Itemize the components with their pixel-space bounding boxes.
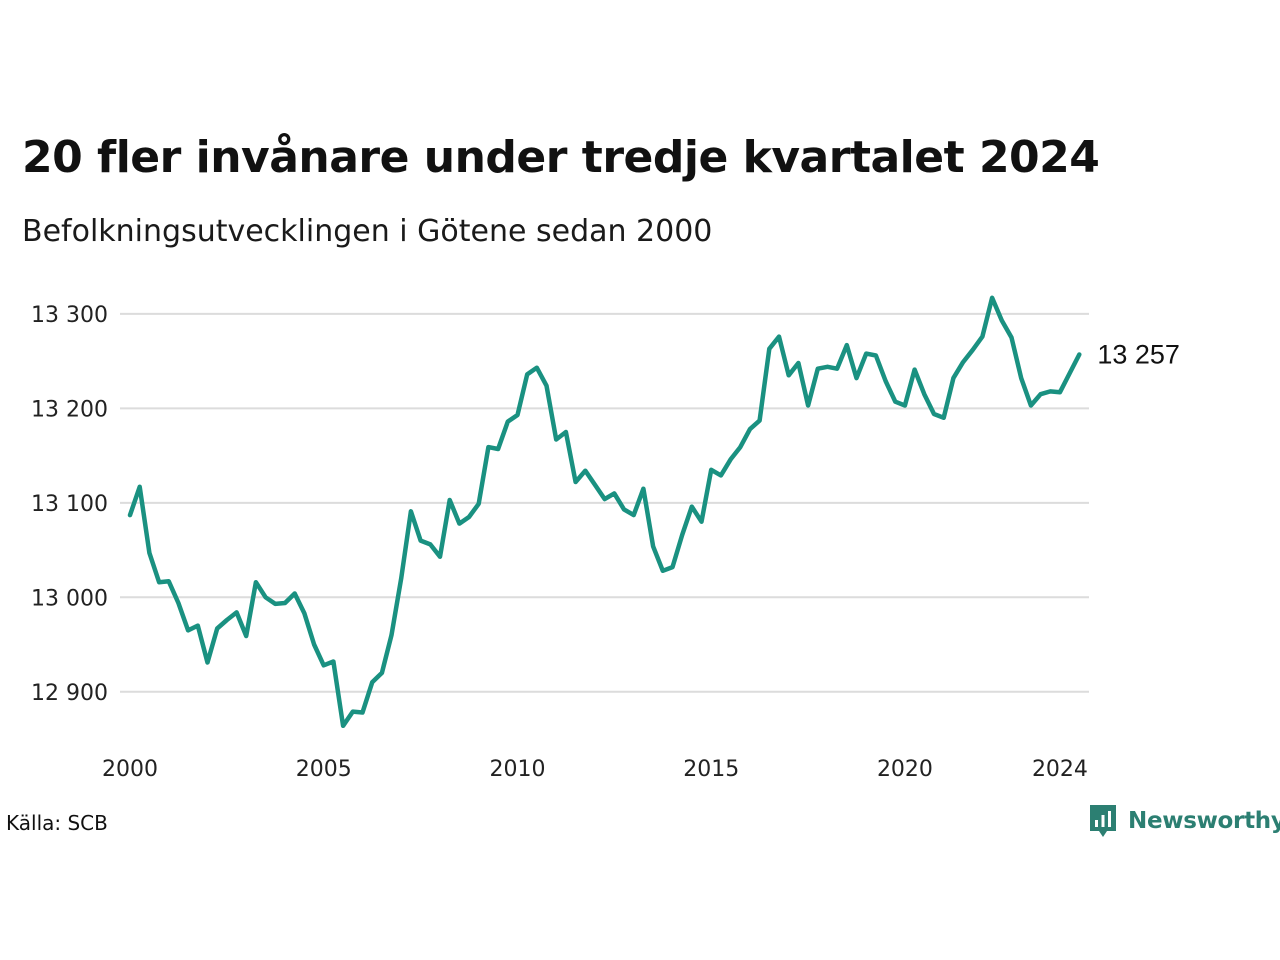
brand-name: Newsworthy	[1128, 808, 1280, 834]
y-tick-label: 13 100	[31, 492, 108, 517]
x-tick-label: 2015	[683, 757, 739, 782]
gridlines	[120, 312, 1089, 693]
x-tick-label: 2000	[102, 757, 158, 782]
y-tick-label: 13 200	[31, 397, 108, 422]
chart-title: 20 fler invånare under tredje kvartalet …	[22, 132, 1100, 183]
newsworthy-logo-icon	[1090, 805, 1116, 837]
series-line	[127, 295, 1082, 729]
x-tick-label: 2024	[1032, 757, 1088, 782]
x-tick-label: 2020	[877, 757, 933, 782]
y-tick-label: 13 300	[31, 303, 108, 328]
y-tick-label: 12 900	[31, 681, 108, 706]
chart-subtitle: Befolkningsutvecklingen i Götene sedan 2…	[22, 214, 713, 249]
y-axis-tick-labels: 12 900 13 000 13 100 13 200 13 300	[31, 303, 108, 706]
source-label: Källa: SCB	[6, 811, 108, 835]
x-tick-label: 2010	[489, 757, 545, 782]
x-tick-label: 2005	[296, 757, 352, 782]
series-population	[127, 295, 1082, 729]
y-tick-label: 13 000	[31, 586, 108, 611]
end-value-label: 13 257	[1097, 340, 1180, 370]
brand-logo: Newsworthy	[1088, 803, 1280, 839]
x-axis-tick-labels: 2000 2005 2010 2015 2020 2024	[102, 757, 1088, 782]
